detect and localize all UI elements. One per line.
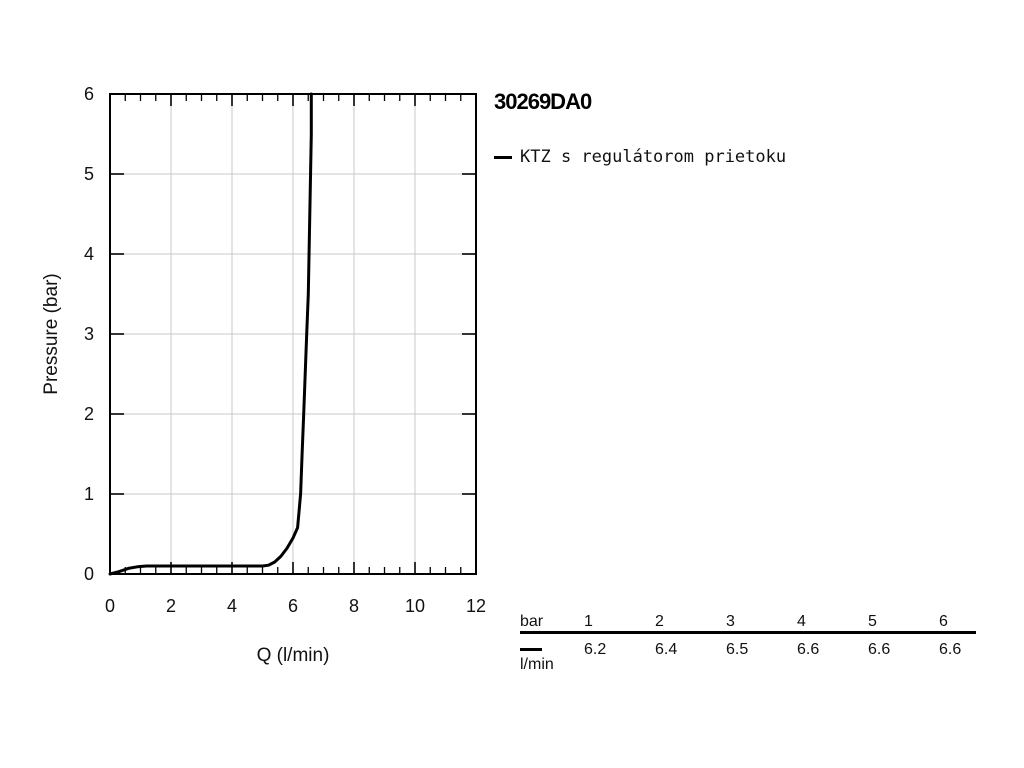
- y-tick-label: 1: [84, 484, 94, 504]
- flow-table-flow-value: 6.6: [797, 641, 820, 658]
- y-tick-label: 5: [84, 164, 94, 184]
- flow-table-series-mark: [520, 648, 542, 651]
- x-axis-title: Q (l/min): [257, 645, 330, 666]
- flow-table-flow-value: 6.6: [868, 641, 891, 658]
- x-tick-label: 4: [227, 596, 237, 616]
- chart-grid: [110, 94, 476, 574]
- y-tick-label: 0: [84, 564, 94, 584]
- y-tick-label: 3: [84, 324, 94, 344]
- flow-table-flow-value: 6.6: [939, 641, 962, 658]
- y-tick-label: 6: [84, 84, 94, 104]
- legend-swatch: [494, 155, 512, 159]
- y-tick-label: 2: [84, 404, 94, 424]
- y-axis-title: Pressure (bar): [41, 273, 62, 394]
- flow-table-rule: [520, 631, 976, 634]
- flow-table-flow-value: 6.5: [726, 641, 749, 658]
- chart-major-ticks: [109, 93, 477, 575]
- flow-table-bar-value: 4: [797, 613, 806, 630]
- x-tick-label: 8: [349, 596, 359, 616]
- flow-table-bar-value: 3: [726, 613, 735, 630]
- x-tick-label: 6: [288, 596, 298, 616]
- flow-table-flow-value: 6.2: [584, 641, 607, 658]
- flow-table-bar-value: 2: [655, 613, 664, 630]
- series-line: [108, 92, 313, 576]
- flow-table-unit-bar: bar: [520, 613, 544, 630]
- flow-table-unit-flow: l/min: [520, 656, 554, 673]
- legend: KTZ s regulátorom prietoku: [494, 147, 786, 167]
- chart-ticks: [124, 94, 462, 574]
- flow-table-bar-value: 1: [584, 613, 593, 630]
- chart-title: 30269DA0: [494, 89, 592, 114]
- legend-label: KTZ s regulátorom prietoku: [520, 147, 787, 167]
- flow-table-bar-value: 6: [939, 613, 948, 630]
- x-tick-label: 0: [105, 596, 115, 616]
- flow-table: bar l/min 1 6.2 2 6.4 3 6.5 4 6.6 5 6.6 6 6.6: [520, 612, 976, 682]
- flow-table-flow-value: 6.4: [655, 641, 678, 658]
- x-tick-label: 12: [466, 596, 486, 616]
- x-tick-label: 10: [405, 596, 425, 616]
- x-tick-label: 2: [166, 596, 176, 616]
- chart-series: [108, 92, 313, 576]
- y-tick-label: 4: [84, 244, 94, 264]
- flow-table-bar-value: 5: [868, 613, 877, 630]
